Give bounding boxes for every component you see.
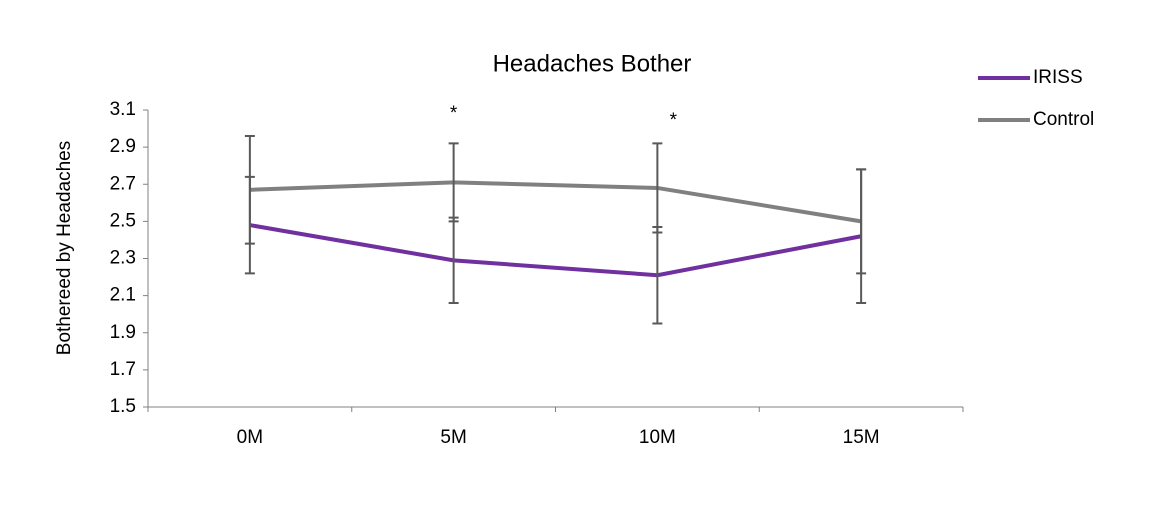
- annotation: *: [670, 110, 678, 131]
- x-tick-label: 5M: [440, 427, 466, 448]
- y-tick-label: 1.9: [110, 322, 136, 343]
- y-tick-label: 3.1: [110, 99, 136, 120]
- y-tick-label: 1.5: [110, 396, 136, 417]
- y-tick-label: 1.7: [110, 359, 136, 380]
- y-tick-label: 2.9: [110, 136, 136, 157]
- series-line: [249, 223, 862, 278]
- x-tick-label: 0M: [237, 427, 263, 448]
- x-tick-label: 15M: [843, 427, 880, 448]
- error-bar: [856, 168, 867, 275]
- error-bar: [448, 142, 459, 223]
- y-tick-label: 2.5: [110, 210, 136, 231]
- y-tick-label: 2.3: [110, 248, 136, 269]
- y-tick-label: 2.1: [110, 285, 136, 306]
- y-tick-label: 2.7: [110, 173, 136, 194]
- legend-label: IRISS: [1033, 67, 1083, 88]
- error-bar: [244, 134, 255, 245]
- x-tick-label: 10M: [639, 427, 676, 448]
- y-axis-label: Bothereed by Headaches: [54, 141, 75, 355]
- legend-label: Control: [1033, 109, 1094, 130]
- chart-title: Headaches Bother: [493, 50, 692, 77]
- error-bar: [652, 142, 663, 234]
- annotation: *: [450, 103, 458, 124]
- series-line: [249, 180, 862, 224]
